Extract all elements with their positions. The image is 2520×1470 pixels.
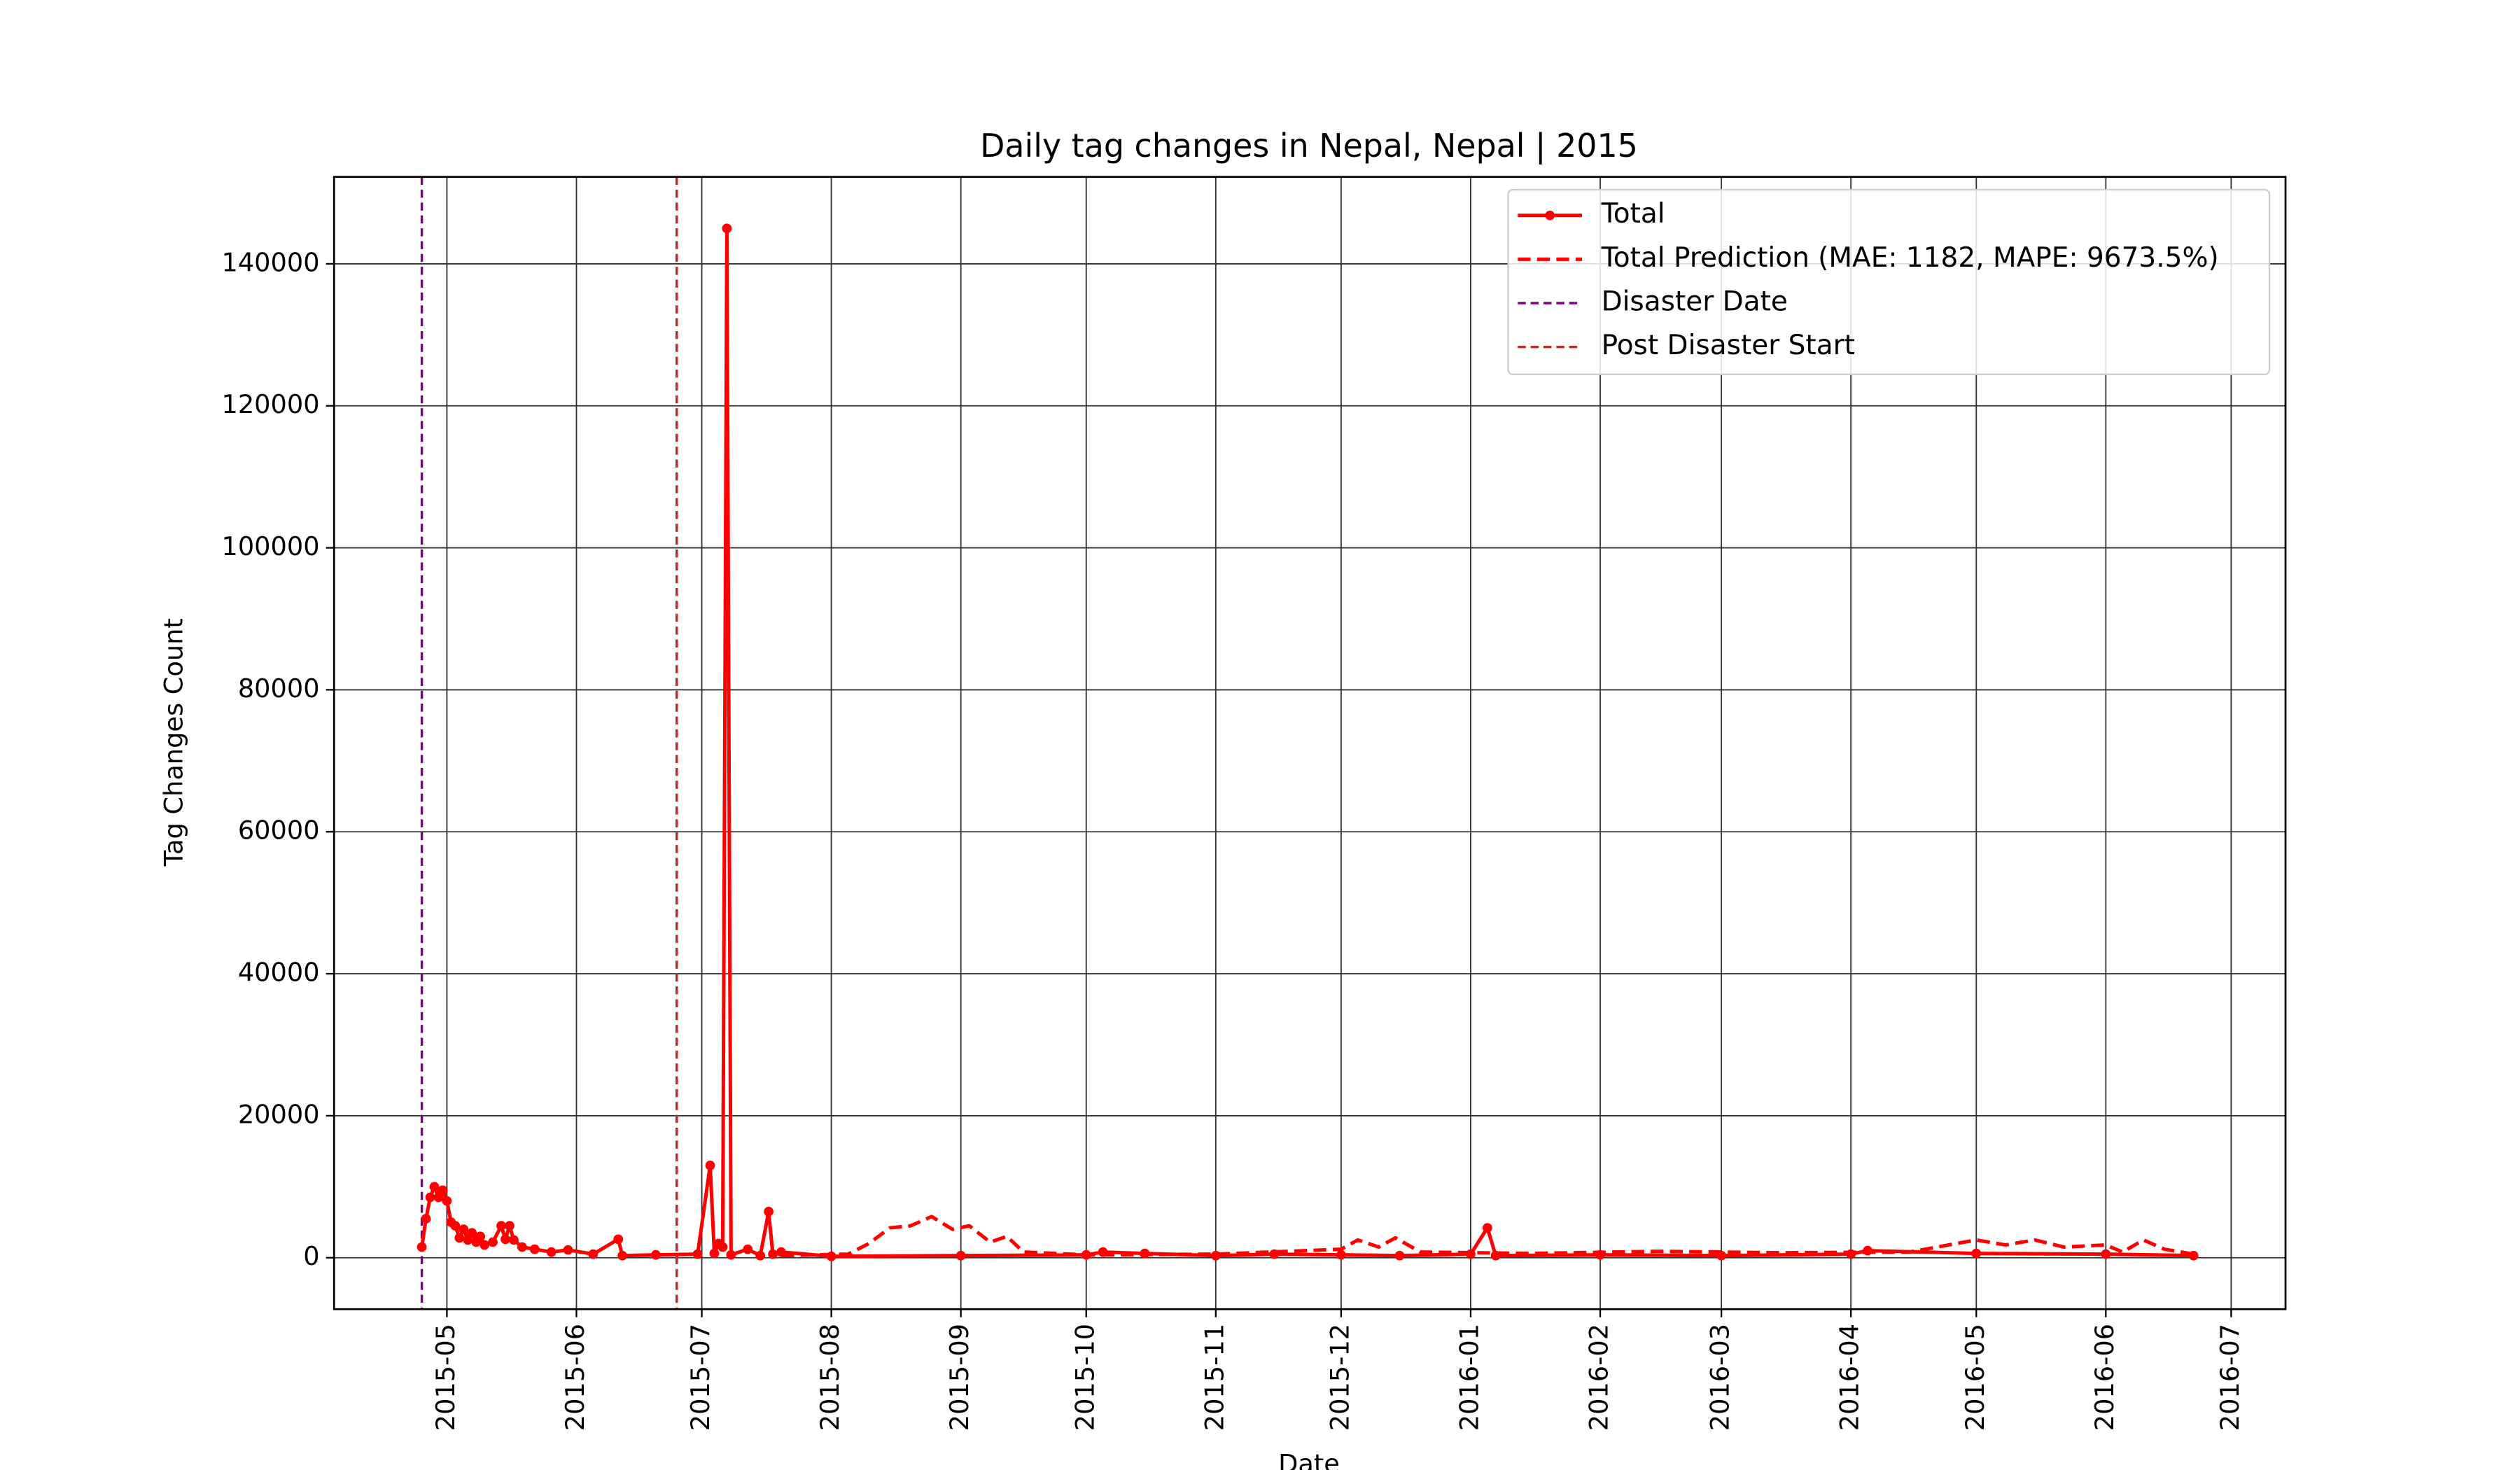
data-point [454,1233,465,1243]
data-point [1336,1250,1346,1260]
y-axis-label: Tag Changes Count [159,618,189,867]
data-point [467,1228,477,1238]
data-point [1482,1223,1492,1233]
data-point [416,1242,427,1252]
y-tick-label: 140000 [221,247,319,277]
data-point [692,1249,703,1259]
series-line [420,226,2194,1259]
data-point [529,1244,540,1254]
data-point [496,1221,506,1231]
data-point [500,1234,510,1245]
data-point [450,1221,461,1231]
x-tick-label: 2015-12 [1324,1324,1354,1431]
data-point [479,1240,490,1250]
data-point [442,1196,452,1206]
x-tick-label: 2016-02 [1584,1324,1614,1431]
data-point [463,1235,473,1245]
data-point [613,1234,624,1245]
data-point [1394,1250,1405,1261]
x-tick-label: 2016-03 [1705,1324,1735,1431]
data-point [718,1242,728,1252]
x-tick-label: 2015-08 [815,1324,845,1431]
plot-frame [332,176,2287,1310]
x-tick-label: 2015-06 [560,1324,590,1431]
data-point [651,1250,661,1260]
y-tick-label: 60000 [238,816,320,846]
data-point [425,1192,435,1203]
x-tick-label: 2016-05 [1960,1324,1990,1431]
y-tick-label: 40000 [238,958,320,988]
legend-label: Total Prediction (MAE: 1182, MAPE: 9673.… [1601,242,2219,274]
chart-title: Daily tag changes in Nepal, Nepal | 2015 [980,127,1638,165]
data-point [755,1250,766,1261]
data-point [726,1250,736,1260]
x-tick-label: 2016-06 [2090,1324,2120,1431]
legend-label: Total [1601,198,1665,230]
data-point [563,1245,573,1255]
y-tick-label: 0 [303,1241,319,1271]
data-point [517,1242,527,1252]
legend-label: Post Disaster Start [1602,330,1855,361]
data-point [421,1214,431,1224]
legend-marker [1545,210,1555,220]
x-tick-label: 2016-07 [2215,1324,2245,1431]
data-point [768,1249,778,1259]
y-tick-label: 20000 [238,1099,320,1129]
y-tick-label: 100000 [221,531,319,561]
data-point [433,1192,444,1203]
series-line [780,1214,2194,1258]
y-tick-label: 80000 [238,673,320,704]
data-point [458,1224,469,1235]
data-point [438,1185,448,1196]
data-point [955,1250,966,1261]
legend-box [1507,188,2271,376]
x-tick-label: 2016-01 [1454,1324,1484,1431]
x-axis-label: Date [1278,1448,1340,1470]
data-point [475,1231,486,1242]
data-point [509,1235,519,1245]
data-point [705,1161,715,1170]
legend: Total Total Prediction (MAE: 1182, MAPE: … [1507,188,2271,376]
legend-label: Disaster Date [1602,286,1788,318]
data-point [764,1206,774,1217]
x-tick-label: 2016-04 [1835,1324,1865,1431]
data-point [743,1244,753,1254]
data-point [722,223,732,234]
data-point [588,1249,598,1259]
data-point [709,1248,720,1259]
data-point [505,1221,514,1231]
data-point [617,1250,628,1261]
data-point [2101,1249,2111,1259]
y-tick-label: 120000 [221,389,319,419]
x-tick-label: 2015-10 [1070,1324,1100,1431]
data-point [429,1182,440,1192]
x-tick-label: 2015-05 [430,1324,461,1431]
data-point [546,1247,556,1257]
x-tick-label: 2015-07 [685,1324,715,1431]
data-point [1971,1248,1982,1259]
x-tick-label: 2015-11 [1199,1324,1229,1431]
data-point [488,1237,498,1247]
x-tick-label: 2015-09 [944,1324,974,1431]
